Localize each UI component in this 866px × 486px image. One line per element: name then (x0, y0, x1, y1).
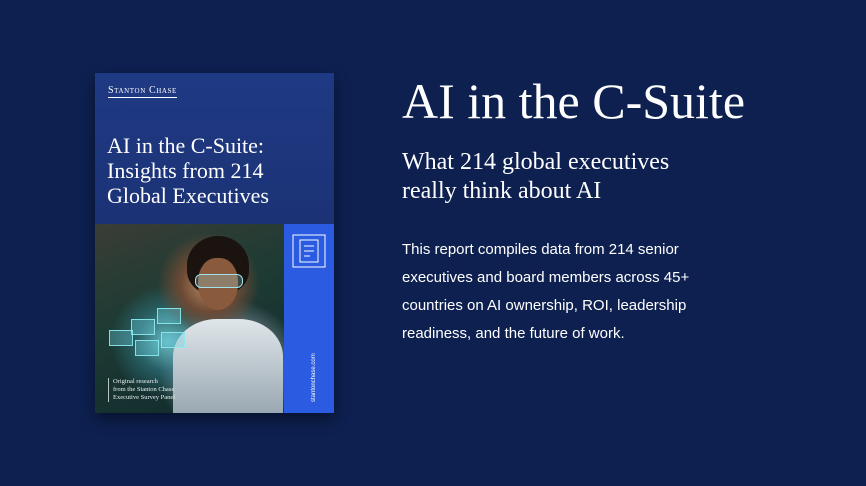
cover-photo (95, 224, 284, 413)
hologram-panel (131, 319, 155, 335)
report-description: This report compiles data from 214 senio… (402, 241, 690, 342)
page-subtitle: What 214 global executives really think … (402, 149, 670, 204)
photo-glasses (195, 274, 243, 288)
hologram-panel (161, 332, 185, 348)
cover-url: stantonchase.com (311, 353, 317, 402)
hologram-panel (109, 330, 133, 346)
document-icon (292, 234, 326, 268)
brand-logo: Stanton Chase (108, 85, 177, 98)
hologram-panel (157, 308, 181, 324)
cover-side-panel: stantonchase.com (284, 224, 334, 413)
cover-header: Stanton Chase AI in the C-Suite: Insight… (95, 73, 334, 224)
photo-shirt (173, 319, 283, 413)
cover-caption: Original research from the Stanton Chase… (108, 378, 223, 402)
page-title: AI in the C-Suite (402, 73, 746, 129)
photo-face (198, 258, 238, 310)
hologram-panel (135, 340, 159, 356)
report-cover: Stanton Chase AI in the C-Suite: Insight… (95, 73, 334, 413)
cover-title: AI in the C-Suite: Insights from 214 Glo… (107, 133, 269, 208)
